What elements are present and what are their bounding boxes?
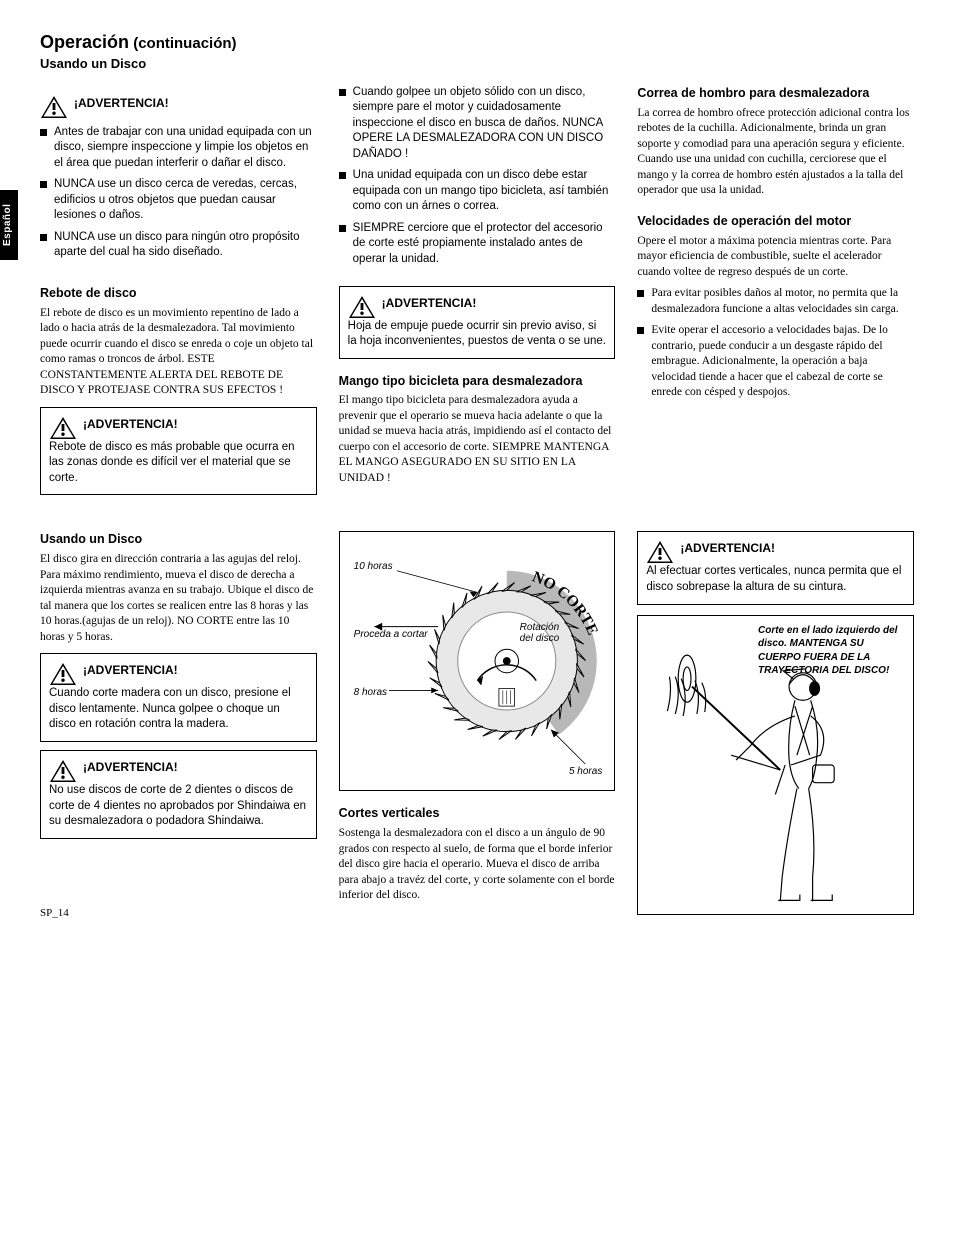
warning-box-5: ¡ADVERTENCIA! No use discos de corte de … bbox=[40, 750, 317, 839]
warning-icon bbox=[646, 540, 674, 564]
warning-box-3: ¡ADVERTENCIA! Hoja de empuje puede ocurr… bbox=[339, 286, 616, 359]
section-cortes-h: Cortes verticales bbox=[339, 805, 616, 822]
warn4-body: Cuando corte madera con un disco, presio… bbox=[49, 686, 308, 733]
warning-title: ¡ADVERTENCIA! bbox=[74, 95, 169, 111]
warning-title: ¡ADVERTENCIA! bbox=[382, 295, 477, 311]
warn6-body: Al efectuar cortes verticales, nunca per… bbox=[646, 564, 905, 595]
blade-diagram: NO CORTE 10 horas Proceda a cortar 8 hor… bbox=[339, 531, 616, 791]
warn3-body: Hoja de empuje puede ocurrir sin previo … bbox=[348, 319, 607, 350]
operator-svg bbox=[638, 616, 913, 914]
section-mango-h: Mango tipo bicicleta para desmalezadora bbox=[339, 373, 616, 390]
section-usando-p: El disco gira en dirección contraria a l… bbox=[40, 552, 317, 645]
section-rebote-p: El rebote de disco es un movimiento repe… bbox=[40, 306, 317, 399]
vel-item: Para evitar posibles daños al motor, no … bbox=[637, 286, 914, 317]
warning-icon bbox=[49, 759, 77, 783]
col2-item: Una unidad equipada con un disco debe es… bbox=[339, 168, 616, 215]
page-title: Operación (continuación) bbox=[40, 30, 914, 54]
warn1-item: Antes de trabajar con una unidad equipad… bbox=[40, 125, 317, 172]
warning-box-4: ¡ADVERTENCIA! Cuando corte madera con un… bbox=[40, 653, 317, 742]
page-footer: SP_14 bbox=[40, 906, 69, 921]
warn1-item: NUNCA use un disco para ningún otro prop… bbox=[40, 230, 317, 261]
operator-illustration: Corte en el lado izquierdo del disco. MA… bbox=[637, 615, 914, 915]
col-1: ¡ADVERTENCIA! Antes de trabajar con una … bbox=[40, 85, 317, 504]
page-subtitle: Usando un Disco bbox=[40, 55, 914, 73]
col-2: Cuando golpee un objeto sólido con un di… bbox=[339, 85, 616, 504]
dia-proceed: Proceda a cortar bbox=[354, 628, 428, 642]
dia-rotation: Rotación del disco bbox=[520, 622, 575, 644]
warning-icon bbox=[348, 295, 376, 319]
warning-title: ¡ADVERTENCIA! bbox=[83, 759, 178, 775]
dia-10h: 10 horas bbox=[354, 560, 393, 574]
dia-8h: 8 horas bbox=[354, 686, 387, 700]
row2-col1: Usando un Disco El disco gira en direcci… bbox=[40, 531, 317, 914]
warning-title: ¡ADVERTENCIA! bbox=[680, 540, 775, 556]
col2-item: SIEMPRE cerciore que el protector del ac… bbox=[339, 221, 616, 268]
warning-icon bbox=[40, 95, 68, 119]
vel-item: Evite operar el accesorio a velocidades … bbox=[637, 323, 914, 401]
dia-5h: 5 horas bbox=[569, 765, 602, 779]
warning-icon bbox=[49, 662, 77, 686]
row2-col3: ¡ADVERTENCIA! Al efectuar cortes vertica… bbox=[637, 531, 914, 914]
col-3: Correa de hombro para desmalezadora La c… bbox=[637, 85, 914, 504]
section-usando-h: Usando un Disco bbox=[40, 531, 317, 548]
section-cortes-p: Sostenga la desmalezadora con el disco a… bbox=[339, 826, 616, 904]
section-correa-h: Correa de hombro para desmalezadora bbox=[637, 85, 914, 102]
warn2-body: Rebote de disco es más probable que ocur… bbox=[49, 440, 308, 487]
warning-box-1: ¡ADVERTENCIA! Antes de trabajar con una … bbox=[40, 93, 317, 271]
col2-item: Cuando golpee un objeto sólido con un di… bbox=[339, 85, 616, 163]
row2-col2: NO CORTE 10 horas Proceda a cortar 8 hor… bbox=[339, 531, 616, 914]
warning-title: ¡ADVERTENCIA! bbox=[83, 416, 178, 432]
section-correa-p: La correa de hombro ofrece protección ad… bbox=[637, 106, 914, 199]
warning-title: ¡ADVERTENCIA! bbox=[83, 662, 178, 678]
section-rebote-h: Rebote de disco bbox=[40, 285, 317, 302]
title-main: Operación bbox=[40, 32, 129, 52]
section-vel-h: Velocidades de operación del motor bbox=[637, 213, 914, 230]
warn5-body: No use discos de corte de 2 dientes o di… bbox=[49, 783, 308, 830]
warning-box-2: ¡ADVERTENCIA! Rebote de disco es más pro… bbox=[40, 407, 317, 496]
language-tab: Español bbox=[0, 190, 18, 260]
warn1-item: NUNCA use un disco cerca de veredas, cer… bbox=[40, 177, 317, 224]
warning-box-6: ¡ADVERTENCIA! Al efectuar cortes vertica… bbox=[637, 531, 914, 604]
section-mango-p: El mango tipo bicicleta para desmalezado… bbox=[339, 393, 616, 486]
title-cont: (continuación) bbox=[129, 35, 237, 52]
warning-icon bbox=[49, 416, 77, 440]
section-vel-p: Opere el motor a máxima potencia mientra… bbox=[637, 234, 914, 281]
